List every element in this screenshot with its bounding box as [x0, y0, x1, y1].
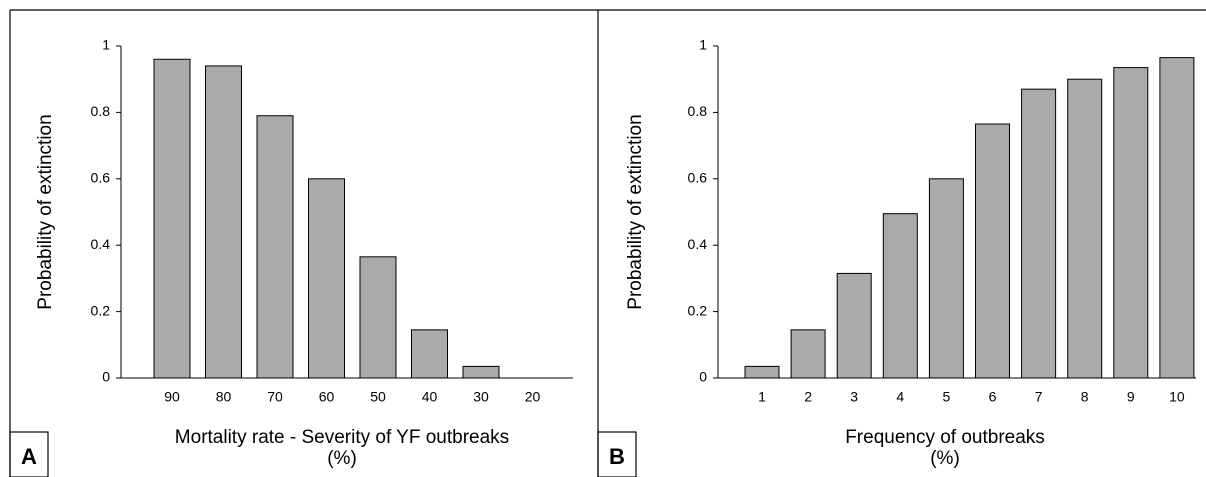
frame [9, 9, 1206, 477]
bar [928, 178, 964, 379]
x-axis-label: Frequency of outbreaks [845, 427, 1045, 448]
x-tick-label: 9 [1127, 389, 1135, 405]
y-tick-label: 0.8 [688, 103, 708, 119]
x-tick-label: 70 [267, 389, 283, 405]
x-tick-label: 50 [370, 389, 386, 405]
bar [1067, 78, 1103, 379]
bar [205, 65, 242, 379]
y-tick-label: 0 [699, 369, 707, 385]
x-tick-label: 30 [473, 389, 489, 405]
bar [256, 115, 294, 379]
y-tick-label: 1 [102, 37, 110, 53]
panel-label: A [21, 444, 37, 469]
bar [975, 123, 1010, 379]
bar [1021, 88, 1057, 379]
y-tick-label: 0.8 [91, 103, 111, 119]
bar [1113, 67, 1149, 379]
x-tick-label: 5 [943, 389, 951, 405]
bar [308, 178, 345, 379]
x-axis-label: (%) [327, 448, 357, 469]
x-tick-label: 4 [896, 389, 904, 405]
panel-label: B [609, 444, 625, 469]
y-tick-label: 0.4 [688, 236, 708, 252]
x-tick-label: 3 [850, 389, 858, 405]
y-tick-label: 0.2 [91, 302, 111, 318]
bar [1159, 57, 1195, 379]
y-tick-label: 1 [699, 37, 707, 53]
bar [836, 272, 872, 379]
y-tick-label: 0.2 [688, 302, 708, 318]
x-tick-label: 2 [804, 389, 812, 405]
y-axis-label: Probability of extinction [35, 114, 56, 309]
bar [744, 365, 780, 379]
y-tick-label: 0.6 [91, 170, 111, 186]
bar [359, 256, 397, 379]
bar [153, 58, 191, 379]
x-tick-label: 6 [989, 389, 997, 405]
x-axis-label: Mortality rate - Severity of YF outbreak… [175, 427, 509, 448]
y-tick-label: 0.4 [91, 236, 111, 252]
x-tick-label: 80 [216, 389, 232, 405]
x-tick-label: 40 [422, 389, 438, 405]
bar [411, 329, 448, 379]
y-tick-label: 0 [102, 369, 110, 385]
x-tick-label: 1 [758, 389, 766, 405]
x-tick-label: 8 [1081, 389, 1089, 405]
y-tick-label: 0.6 [688, 170, 708, 186]
x-tick-label: 90 [164, 389, 180, 405]
bar [882, 213, 918, 379]
bar [790, 329, 826, 379]
bar [462, 365, 500, 379]
x-axis-label: (%) [930, 448, 960, 469]
x-tick-label: 10 [1169, 389, 1185, 405]
x-tick-label: 60 [319, 389, 335, 405]
x-tick-label: 20 [525, 389, 541, 405]
x-tick-label: 7 [1035, 389, 1043, 405]
y-axis-label: Probability of extinction [625, 114, 646, 309]
